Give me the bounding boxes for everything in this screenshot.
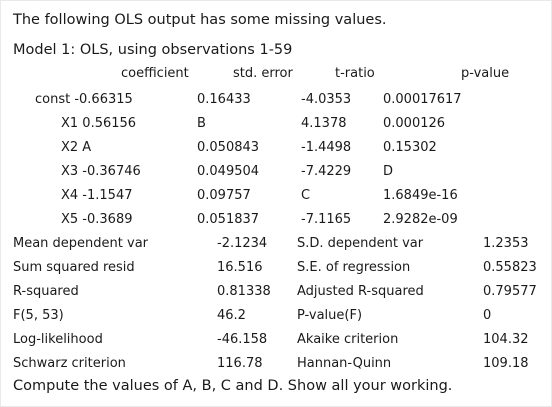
stat-value: -46.158: [217, 332, 268, 347]
stat-value: 16.516: [217, 260, 263, 275]
stat-label: Hannan-Quinn: [297, 356, 392, 371]
coef-row-p-value: 1.6849e-16: [383, 188, 458, 203]
coef-row-label: X5 -0.3689: [61, 212, 133, 227]
coef-row-p-value: 0.15302: [383, 140, 437, 155]
coef-row-t-ratio: -7.1165: [301, 212, 352, 227]
coef-row-p-value: 2.9282e-09: [383, 212, 458, 227]
coef-row-p-value: D: [383, 164, 394, 179]
stat-label: Sum squared resid: [13, 260, 135, 275]
coef-row-std-error: 0.050843: [197, 140, 260, 155]
header-p-value: p-value: [461, 66, 510, 81]
stat-label: R-squared: [13, 284, 79, 299]
coef-row-label: X1 0.56156: [61, 116, 137, 131]
stat-value: 116.78: [217, 356, 263, 371]
stat-label: P-value(F): [297, 308, 363, 323]
header-std-error: std. error: [233, 66, 293, 81]
stat-value: 109.18: [483, 356, 529, 371]
coef-row-t-ratio: -7.4229: [301, 164, 352, 179]
stat-value: 0.81338: [217, 284, 271, 299]
stat-value: 104.32: [483, 332, 529, 347]
coef-row-p-value: 0.00017617: [383, 92, 462, 107]
coef-row-std-error: B: [197, 116, 206, 131]
coef-row-t-ratio: -1.4498: [301, 140, 352, 155]
coef-row-label: X2 A: [61, 140, 92, 155]
coef-row-label: const -0.66315: [35, 92, 133, 107]
coef-row-label: X4 -1.1547: [61, 188, 133, 203]
header-coefficient: coefficient: [121, 66, 189, 81]
stat-label: Schwarz criterion: [13, 356, 126, 371]
coef-row-std-error: 0.049504: [197, 164, 260, 179]
coef-row-label: X3 -0.36746: [61, 164, 141, 179]
stat-label: F(5, 53): [13, 308, 64, 323]
header-t-ratio: t-ratio: [335, 66, 375, 81]
stat-value: 46.2: [217, 308, 246, 323]
model-title: Model 1: OLS, using observations 1-59: [13, 42, 293, 58]
stat-label: S.D. dependent var: [297, 236, 424, 251]
stat-label: S.E. of regression: [297, 260, 411, 275]
coef-row-std-error: 0.16433: [197, 92, 251, 107]
coef-row-p-value: 0.000126: [383, 116, 446, 131]
stat-label: Mean dependent var: [13, 236, 149, 251]
stat-value: -2.1234: [217, 236, 268, 251]
coef-row-t-ratio: C: [301, 188, 311, 203]
intro-text: The following OLS output has some missin…: [13, 12, 387, 28]
stat-value: 0: [483, 308, 492, 323]
question-text: Compute the values of A, B, C and D. Sho…: [13, 378, 453, 394]
stat-label: Log-likelihood: [13, 332, 103, 347]
stat-value: 1.2353: [483, 236, 529, 251]
coef-row-std-error: 0.09757: [197, 188, 251, 203]
coef-row-std-error: 0.051837: [197, 212, 260, 227]
stat-label: Akaike criterion: [297, 332, 399, 347]
coef-row-t-ratio: 4.1378: [301, 116, 347, 131]
stat-value: 0.55823: [483, 260, 537, 275]
stat-value: 0.79577: [483, 284, 537, 299]
coef-row-t-ratio: -4.0353: [301, 92, 352, 107]
stat-label: Adjusted R-squared: [297, 284, 424, 299]
